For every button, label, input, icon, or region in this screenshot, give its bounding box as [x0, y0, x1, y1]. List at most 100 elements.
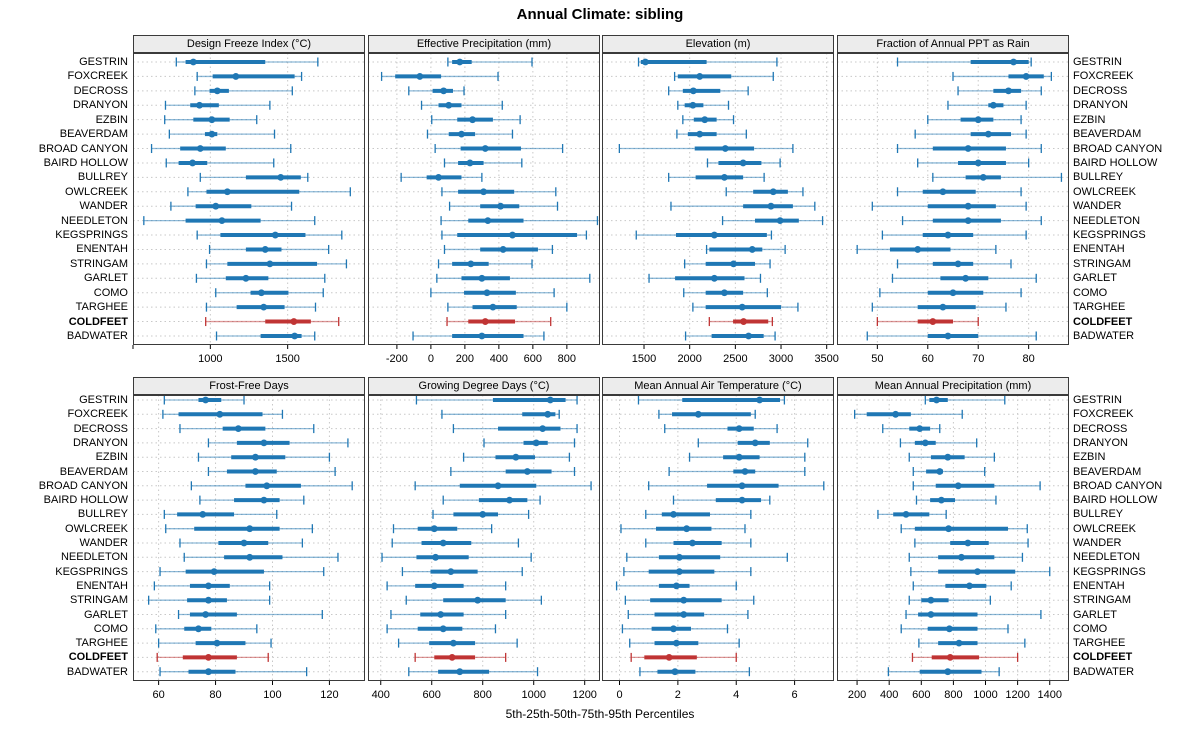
series-row-decross — [452, 424, 578, 434]
series-row-dranyon — [207, 438, 349, 448]
median-dot — [974, 568, 981, 575]
median-dot — [469, 116, 476, 124]
series-row-coldfeet — [708, 317, 773, 327]
median-dot — [984, 130, 992, 138]
site-label-left: BEAVERDAM — [59, 465, 128, 478]
series-row-kegsprings — [401, 567, 523, 577]
series-row-decross — [664, 424, 778, 434]
site-label-right: BAIRD HOLLOW — [1073, 156, 1158, 169]
panel-x-axis: 0 2 4 6 — [616, 681, 798, 701]
series-row-enentah — [443, 244, 554, 254]
site-label-left: NEEDLETON — [60, 551, 128, 564]
series-row-ezbin — [431, 115, 521, 125]
median-dot — [189, 159, 196, 167]
median-dot — [964, 539, 972, 547]
panel-plot — [368, 53, 600, 345]
median-dot — [196, 145, 204, 152]
series-row-ezbin — [927, 115, 1022, 125]
series-row-targhee — [157, 638, 272, 648]
median-dot — [671, 668, 679, 676]
median-dot — [769, 188, 777, 196]
series-row-foxcreek — [380, 71, 499, 81]
median-dot — [494, 482, 502, 490]
series-row-wander — [179, 538, 304, 548]
median-dot — [489, 303, 497, 311]
series-row-como — [621, 624, 729, 634]
x-tick-label: 1500 — [632, 353, 656, 365]
series-row-wander — [170, 201, 293, 211]
site-label-right: GESTRIN — [1073, 394, 1122, 406]
series-row-bullrey — [668, 172, 765, 182]
site-label-right: DRANYON — [1073, 436, 1129, 449]
median-dot — [944, 231, 952, 239]
median-dot — [964, 217, 972, 225]
median-dot — [539, 425, 547, 432]
median-dot — [964, 145, 972, 152]
series-row-beaverdam — [168, 129, 276, 139]
series-row-needleton — [901, 216, 1042, 226]
x-tick-label: 1000 — [521, 689, 545, 701]
panel-plot — [837, 395, 1069, 681]
median-dot — [435, 173, 442, 181]
x-tick-label: 600 — [524, 353, 542, 365]
series-row-enentah — [386, 581, 507, 591]
median-dot — [945, 625, 953, 633]
median-dot — [745, 332, 752, 340]
series-row-stringam — [148, 595, 271, 605]
site-label-right: BULLREY — [1073, 508, 1124, 521]
median-dot — [263, 482, 271, 490]
median-dot — [260, 439, 268, 447]
series-row-beaverdam — [914, 129, 1027, 139]
panel-x-axis: 1000 1500 — [132, 345, 300, 365]
series-row-foxcreek — [441, 409, 560, 419]
median-dot — [740, 318, 747, 325]
site-label-left: BROAD CANYON — [38, 142, 128, 155]
site-label-right: STRINGAM — [1073, 257, 1132, 270]
series-row-garlet — [195, 273, 326, 283]
median-dot — [439, 625, 447, 633]
median-dot — [710, 231, 718, 239]
site-label-right: GARLET — [1073, 272, 1118, 285]
median-dot — [720, 173, 728, 181]
median-dot — [210, 568, 218, 575]
panel-mean-annual-air-temperature: Mean Annual Air Temperature (°C) 0 2 4 6 — [602, 377, 834, 705]
median-dot — [466, 159, 474, 167]
site-label-left: BADWATER — [66, 665, 128, 678]
x-tick-label: 0 — [616, 689, 622, 701]
median-dot — [213, 639, 221, 647]
panel-plot — [837, 53, 1069, 345]
median-dot — [216, 410, 224, 418]
series-row-foxcreek — [658, 409, 756, 419]
median-dot — [242, 274, 250, 282]
series-row-gestrin — [924, 395, 1006, 405]
median-dot — [544, 410, 552, 418]
panel-border — [837, 53, 1069, 345]
panel-x-axis: -200 0 200 400 600 800 — [386, 345, 576, 365]
median-dot — [290, 318, 298, 325]
median-dot — [989, 101, 997, 109]
median-dot — [432, 553, 439, 561]
series-row-owlcreek — [896, 187, 1022, 197]
series-row-gestrin — [163, 395, 245, 405]
series-row-targhee — [447, 302, 568, 312]
series-row-targhee — [918, 638, 1026, 648]
median-dot — [467, 260, 475, 268]
series-row-coldfeet — [446, 317, 552, 327]
median-dot — [437, 611, 445, 618]
series-row-owlcreek — [187, 187, 351, 197]
x-tick-label: 800 — [558, 353, 576, 365]
median-dot — [440, 87, 448, 95]
median-dot — [430, 582, 438, 590]
median-dot — [218, 217, 226, 225]
site-label-left: DRANYON — [72, 99, 128, 112]
median-dot — [929, 318, 937, 325]
x-tick-label: 1200 — [1005, 689, 1029, 701]
median-dot — [246, 553, 254, 561]
panel-border — [133, 395, 365, 681]
panel-plot — [602, 53, 834, 345]
x-tick-label: -200 — [386, 353, 408, 365]
series-row-ezbin — [164, 115, 258, 125]
series-row-enentah — [912, 581, 1012, 591]
series-row-kegsprings — [159, 567, 325, 577]
